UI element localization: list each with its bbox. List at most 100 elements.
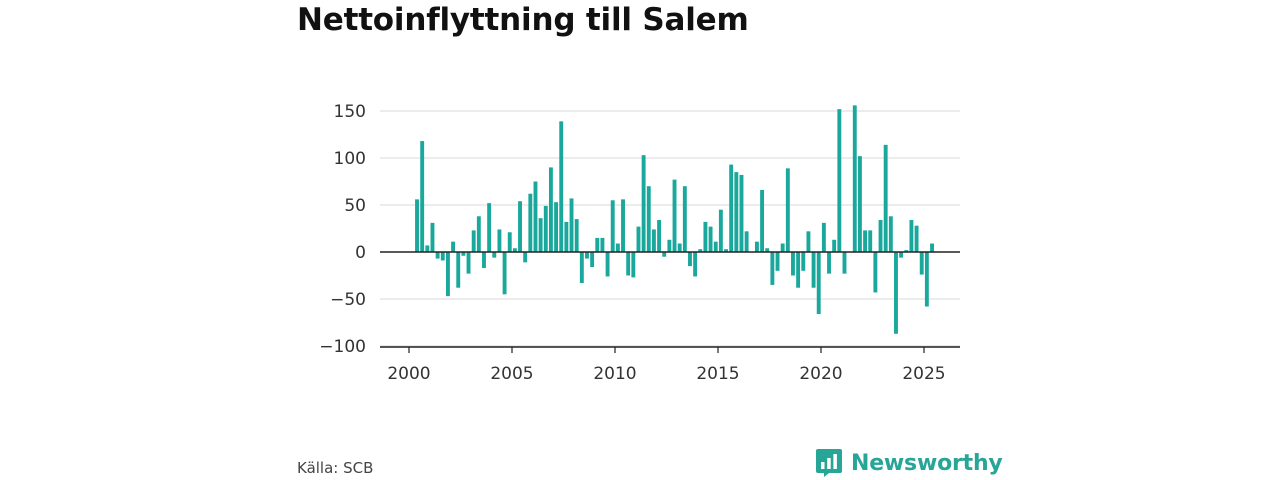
bar — [435, 252, 440, 259]
bar — [821, 222, 826, 252]
bar — [574, 219, 579, 252]
bars — [415, 105, 934, 334]
bar — [914, 225, 919, 252]
bar — [919, 252, 924, 275]
bar — [863, 230, 868, 252]
bar — [739, 174, 744, 252]
bar — [440, 252, 445, 261]
bar — [904, 250, 909, 252]
bar — [888, 216, 893, 252]
bar — [713, 241, 718, 252]
bar — [512, 248, 517, 252]
bar — [832, 239, 837, 252]
bar — [760, 189, 765, 252]
bar — [636, 226, 641, 252]
bar — [816, 252, 821, 315]
bar — [569, 198, 574, 252]
bar — [615, 243, 620, 252]
bar — [497, 229, 502, 252]
y-tick-label: 150 — [334, 102, 366, 122]
gridlines — [380, 110, 960, 347]
bar — [718, 209, 723, 252]
bar — [451, 241, 456, 252]
bar — [852, 105, 857, 252]
bar-chart: −100 −50 0 50 100 150 2000 2005 2010 2015 2020 202… — [319, 102, 960, 384]
bar — [420, 141, 425, 252]
bar — [930, 243, 934, 252]
bar — [785, 168, 790, 252]
bar — [662, 252, 667, 257]
bar — [868, 230, 873, 252]
bar — [585, 252, 589, 259]
bar — [708, 226, 713, 252]
bar — [579, 252, 584, 284]
bar — [765, 248, 770, 252]
bar — [682, 186, 687, 252]
bar — [507, 232, 512, 252]
bar — [698, 249, 703, 252]
bar — [471, 230, 476, 252]
brand-logo: Newsworthy — [815, 447, 1003, 479]
bar — [688, 252, 692, 267]
x-tick-label: 2000 — [387, 364, 430, 384]
bar — [899, 252, 904, 258]
bar — [770, 252, 775, 285]
bar — [487, 203, 492, 252]
bar — [724, 249, 728, 252]
bar — [857, 156, 862, 252]
x-tick-label: 2005 — [490, 364, 533, 384]
y-tick-label: −100 — [319, 337, 366, 357]
bar — [430, 222, 435, 252]
bar — [842, 252, 847, 274]
y-axis: −100 −50 0 50 100 150 — [319, 102, 366, 357]
bar — [672, 179, 677, 252]
bar-chart-badge-icon — [816, 449, 842, 477]
bar — [590, 252, 595, 268]
bar — [667, 239, 672, 252]
bar — [651, 229, 656, 252]
bar — [528, 193, 533, 252]
bar — [796, 252, 801, 288]
bar — [646, 186, 651, 252]
bar — [600, 237, 605, 252]
bar — [564, 221, 569, 252]
bar — [894, 252, 898, 334]
bar — [878, 220, 883, 252]
bar — [626, 252, 631, 276]
y-tick-label: −50 — [330, 290, 366, 310]
bar — [425, 245, 430, 252]
bar — [775, 252, 780, 271]
x-tick-label: 2015 — [696, 364, 739, 384]
bar — [806, 231, 811, 252]
bar — [502, 252, 507, 295]
bar — [924, 252, 929, 307]
bar — [605, 252, 610, 277]
x-axis: 2000 2005 2010 2015 2020 2025 — [380, 346, 960, 384]
bar — [734, 172, 739, 252]
bar — [538, 218, 543, 252]
bar — [703, 221, 708, 252]
bar — [482, 252, 486, 268]
bar — [801, 252, 806, 271]
bar — [461, 252, 466, 256]
bar — [476, 216, 481, 252]
bar — [677, 243, 682, 252]
bar — [631, 252, 636, 278]
bar — [744, 231, 749, 252]
bar — [445, 252, 450, 297]
x-tick-label: 2025 — [902, 364, 945, 384]
bar — [595, 237, 600, 252]
bar — [641, 155, 646, 252]
x-tick-label: 2010 — [593, 364, 636, 384]
bar — [466, 252, 471, 274]
bar — [791, 252, 795, 276]
bar — [811, 252, 816, 288]
chart-title: Nettoinflyttning till Salem — [297, 2, 749, 38]
bar — [873, 252, 878, 293]
bar — [883, 144, 888, 252]
bar — [610, 200, 615, 252]
bar — [754, 241, 759, 252]
y-tick-label: 50 — [344, 196, 366, 216]
source-note: Källa: SCB — [297, 459, 374, 477]
bar — [554, 202, 559, 252]
